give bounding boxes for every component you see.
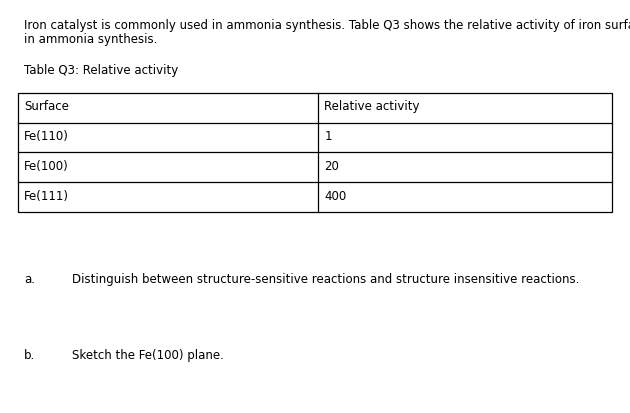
- Text: Distinguish between structure-sensitive reactions and structure insensitive reac: Distinguish between structure-sensitive …: [72, 273, 580, 285]
- Text: Fe(111): Fe(111): [24, 190, 69, 202]
- Text: Sketch the Fe(100) plane.: Sketch the Fe(100) plane.: [72, 349, 224, 362]
- Text: Surface: Surface: [24, 100, 69, 113]
- Text: in ammonia synthesis.: in ammonia synthesis.: [24, 33, 158, 46]
- Text: 1: 1: [324, 130, 332, 143]
- Text: Fe(100): Fe(100): [24, 160, 69, 173]
- Text: 400: 400: [324, 190, 346, 202]
- Text: Iron catalyst is commonly used in ammonia synthesis. Table Q3 shows the relative: Iron catalyst is commonly used in ammoni…: [24, 19, 630, 31]
- Text: Fe(110): Fe(110): [24, 130, 69, 143]
- Text: Table Q3: Relative activity: Table Q3: Relative activity: [24, 64, 178, 77]
- Text: a.: a.: [24, 273, 35, 285]
- Text: Relative activity: Relative activity: [324, 100, 420, 113]
- Text: b.: b.: [24, 349, 35, 362]
- Text: 20: 20: [324, 160, 340, 173]
